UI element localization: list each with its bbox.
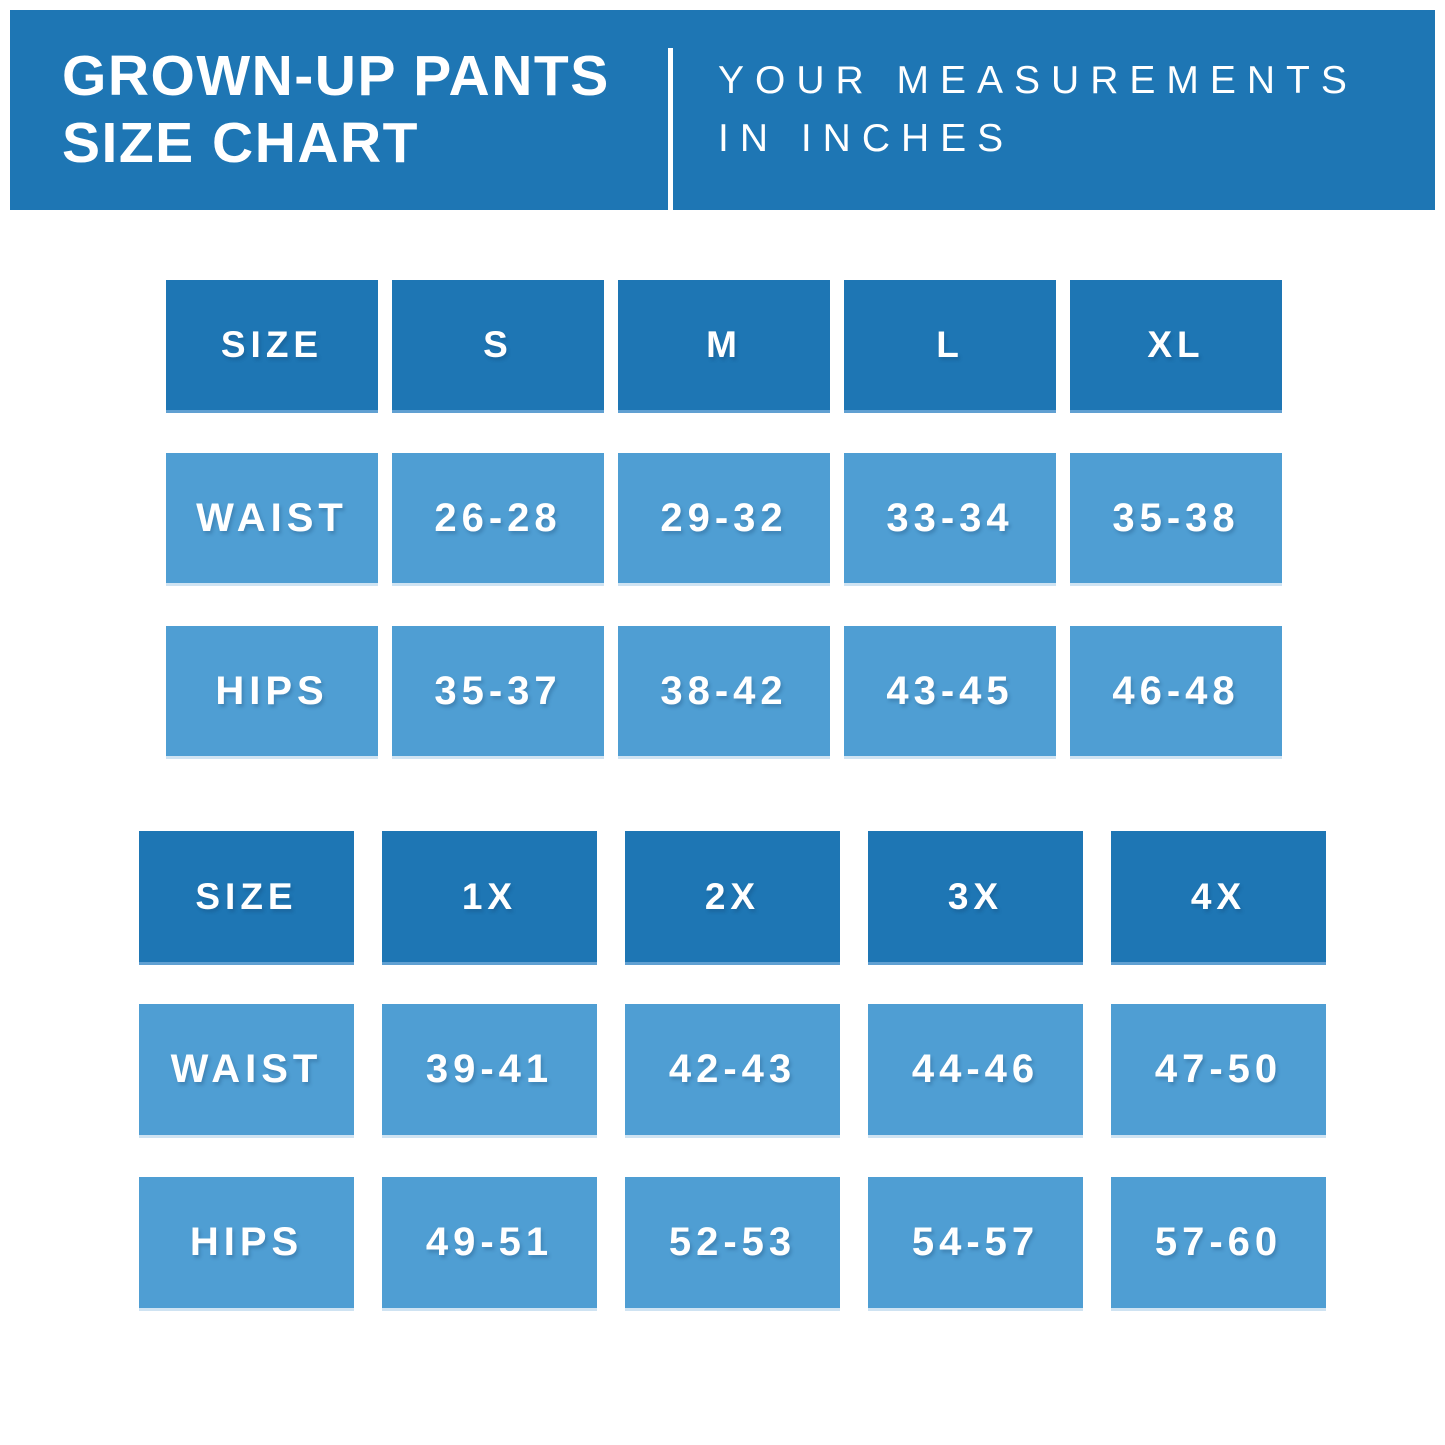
value-cell: 42-43 [625, 1004, 840, 1138]
page-title-line-1: GROWN-UP PANTS [62, 43, 610, 108]
value-cell: 49-51 [382, 1177, 597, 1311]
value-cell: 35-37 [392, 626, 604, 759]
row-label-cell: HIPS [139, 1177, 354, 1311]
header-subtitle-line-1: YOUR MEASUREMENTS [718, 58, 1358, 102]
size-table-plus: SIZE 1X 2X 3X 4X WAIST 39-41 42-43 44-46… [139, 831, 1326, 1311]
value-cell: 57-60 [1111, 1177, 1326, 1311]
col-header-cell: XL [1070, 280, 1282, 413]
row-label-cell: WAIST [139, 1004, 354, 1138]
header-banner: GROWN-UP PANTS SIZE CHART YOUR MEASUREME… [10, 10, 1435, 210]
value-cell: 46-48 [1070, 626, 1282, 759]
value-cell: 43-45 [844, 626, 1056, 759]
value-cell: 44-46 [868, 1004, 1083, 1138]
col-header-cell: 2X [625, 831, 840, 965]
col-header-cell: 4X [1111, 831, 1326, 965]
page-title: GROWN-UP PANTS SIZE CHART [10, 10, 668, 210]
value-cell: 52-53 [625, 1177, 840, 1311]
row-label-cell: WAIST [166, 453, 378, 586]
col-header-cell: SIZE [139, 831, 354, 965]
header-subtitle: YOUR MEASUREMENTS IN INCHES [673, 10, 1358, 210]
header-divider [668, 48, 673, 210]
value-cell: 26-28 [392, 453, 604, 586]
value-cell: 33-34 [844, 453, 1056, 586]
col-header-cell: 1X [382, 831, 597, 965]
value-cell: 54-57 [868, 1177, 1083, 1311]
col-header-cell: S [392, 280, 604, 413]
value-cell: 35-38 [1070, 453, 1282, 586]
col-header-cell: 3X [868, 831, 1083, 965]
col-header-cell: SIZE [166, 280, 378, 413]
size-table-regular: SIZE S M L XL WAIST 26-28 29-32 33-34 35… [166, 280, 1282, 759]
value-cell: 39-41 [382, 1004, 597, 1138]
value-cell: 47-50 [1111, 1004, 1326, 1138]
col-header-cell: L [844, 280, 1056, 413]
value-cell: 29-32 [618, 453, 830, 586]
col-header-cell: M [618, 280, 830, 413]
header-subtitle-line-2: IN INCHES [718, 117, 1015, 160]
page-title-line-2: SIZE CHART [62, 111, 419, 175]
value-cell: 38-42 [618, 626, 830, 759]
row-label-cell: HIPS [166, 626, 378, 759]
